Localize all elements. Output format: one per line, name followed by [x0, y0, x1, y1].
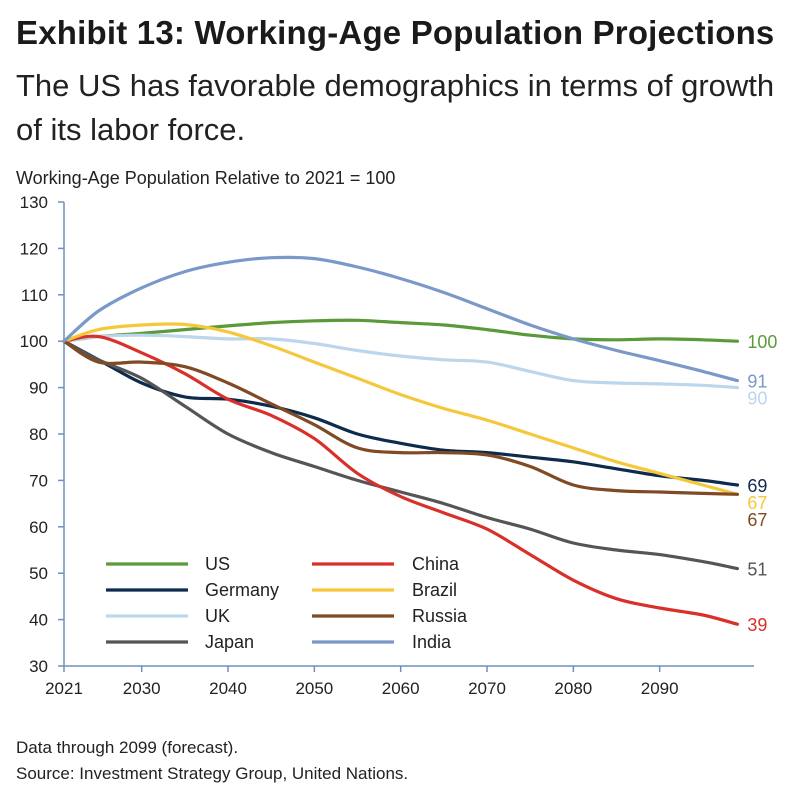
x-tick-label: 2080 [554, 679, 592, 698]
legend-label-japan: Japan [205, 632, 254, 652]
y-tick-label: 30 [29, 657, 48, 676]
series-line-russia [62, 339, 739, 496]
series-line-brazil [62, 322, 739, 496]
x-tick-label: 2070 [468, 679, 506, 698]
y-tick-label: 120 [20, 239, 48, 258]
chart-legend: US Germany UK Japan China Brazil Russia India [106, 554, 468, 652]
end-label-japan: 51 [747, 560, 767, 580]
y-axis-label: Working-Age Population Relative to 2021 … [16, 168, 396, 188]
chart-axes: 30 40 50 60 70 80 90 100 110 120 130 2021 2030 2040 20… [20, 193, 754, 698]
x-tick-label: 2090 [641, 679, 679, 698]
chart-series-lines [62, 255, 739, 626]
series-line-china [62, 334, 739, 626]
y-tick-label: 130 [20, 193, 48, 212]
legend-label-us: US [205, 554, 230, 574]
legend-label-russia: Russia [412, 606, 468, 626]
end-label-china: 39 [747, 615, 767, 635]
x-tick-label: 2040 [209, 679, 247, 698]
end-label-germany: 69 [747, 476, 767, 496]
line-chart: 30 40 50 60 70 80 90 100 110 120 130 2021 2030 2040 20… [20, 193, 778, 698]
y-tick-label: 100 [20, 332, 48, 351]
legend-label-india: India [412, 632, 452, 652]
x-tick-label: 2050 [295, 679, 333, 698]
legend-label-brazil: Brazil [412, 580, 457, 600]
series-line-india [62, 255, 739, 383]
y-tick-label: 110 [21, 286, 48, 305]
end-label-russia: 67 [747, 510, 767, 530]
y-tick-label: 80 [29, 425, 48, 444]
chart-title: Exhibit 13: Working-Age Population Proje… [16, 14, 775, 51]
end-label-india: 91 [747, 372, 767, 392]
x-tick-label: 2030 [123, 679, 161, 698]
series-line-uk [62, 333, 739, 390]
y-tick-label: 70 [29, 471, 48, 490]
x-tick-label: 2060 [382, 679, 420, 698]
legend-label-germany: Germany [205, 580, 279, 600]
series-line-japan [62, 339, 739, 571]
series-line-us [62, 318, 739, 343]
y-tick-label: 50 [29, 564, 48, 583]
legend-label-uk: UK [205, 606, 230, 626]
source-note: Source: Investment Strategy Group, Unite… [16, 764, 409, 783]
y-tick-label: 60 [29, 518, 48, 537]
footnote: Data through 2099 (forecast). [16, 738, 239, 757]
y-tick-label: 40 [29, 611, 48, 630]
end-label-us: 100 [747, 332, 777, 352]
legend-label-china: China [412, 554, 460, 574]
chart-subtitle: The US has favorable demographics in ter… [16, 68, 775, 147]
series-line-germany [62, 339, 739, 487]
end-label-uk: 90 [747, 389, 767, 409]
x-tick-label: 2021 [45, 679, 83, 698]
y-tick-label: 90 [29, 379, 48, 398]
end-label-brazil: 67 [747, 493, 767, 513]
